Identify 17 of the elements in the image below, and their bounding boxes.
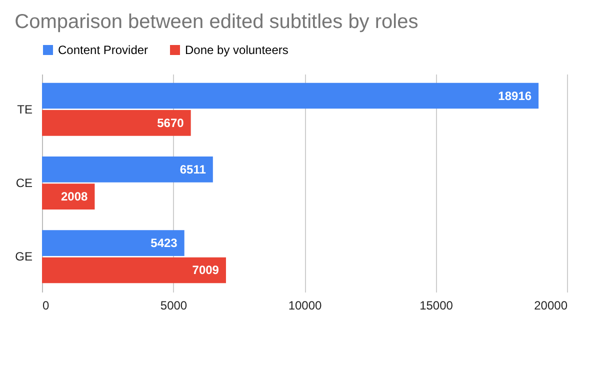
data-label: 2008 <box>61 190 88 204</box>
x-tick-label: 15000 <box>420 298 454 312</box>
legend-label: Content Provider <box>58 43 148 57</box>
data-label: 5423 <box>150 236 178 250</box>
x-tick-label: 20000 <box>534 298 568 312</box>
data-label: 5670 <box>157 116 184 130</box>
y-tick-label: TE <box>17 102 32 116</box>
x-tick-label: 0 <box>42 298 50 312</box>
data-label: 18916 <box>498 88 532 103</box>
data-label: 7009 <box>192 263 220 278</box>
y-tick-label: CE <box>16 176 32 190</box>
x-tick-label: 10000 <box>288 298 322 312</box>
y-tick-label: GE <box>15 250 32 264</box>
legend-label: Done by volunteers <box>185 43 288 57</box>
data-label: 6511 <box>180 162 206 176</box>
chart-title: Comparison between edited subtitles by roles <box>14 11 418 33</box>
x-tick-label: 5000 <box>160 298 188 312</box>
